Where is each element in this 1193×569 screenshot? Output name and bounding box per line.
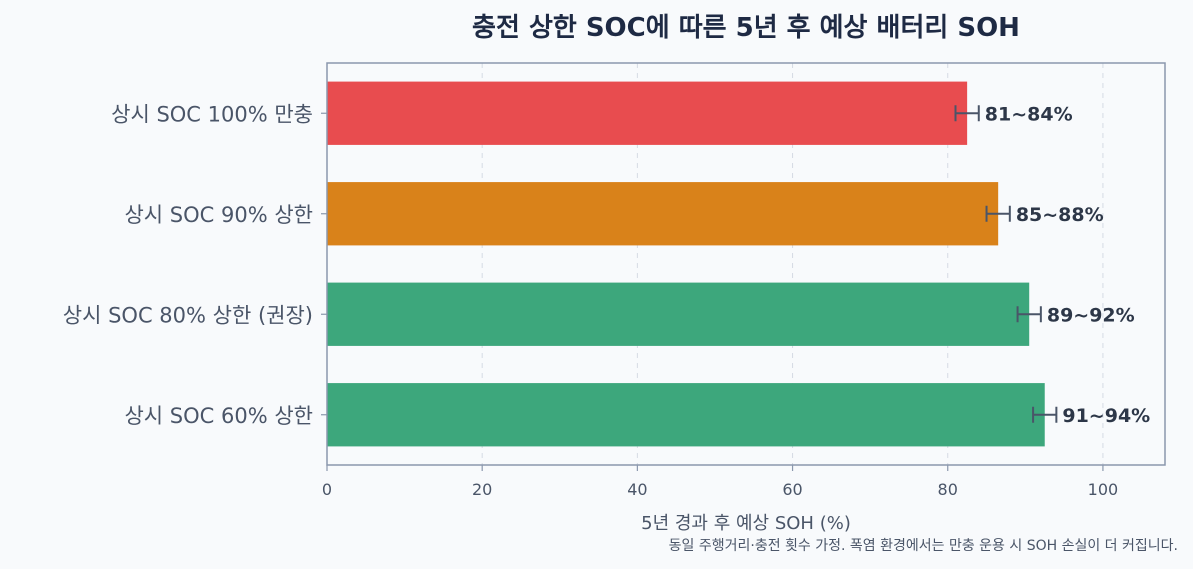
- x-axis-label: 5년 경과 후 예상 SOH (%): [641, 513, 851, 534]
- x-tick-label: 60: [782, 480, 802, 499]
- bar: [327, 383, 1045, 447]
- plot-frame: [326, 62, 1166, 466]
- bar: [327, 81, 968, 145]
- value-label: 91~94%: [1062, 405, 1150, 427]
- category-label: 상시 SOC 60% 상한: [124, 404, 313, 428]
- x-tick-label: 20: [472, 480, 492, 499]
- value-labels: 81~84% 85~88% 89~92% 91~94%: [985, 103, 1150, 427]
- value-label: 81~84%: [985, 103, 1073, 125]
- footnote: 동일 주행거리·충전 횟수 가정. 폭염 환경에서는 만충 운용 시 SOH 손…: [669, 538, 1178, 554]
- x-tick-label: 0: [322, 480, 332, 499]
- category-label: 상시 SOC 80% 상한 (권장): [63, 303, 313, 327]
- value-label: 85~88%: [1016, 204, 1104, 226]
- x-tick-label: 100: [1088, 480, 1119, 499]
- error-bars: [954, 105, 1058, 423]
- x-ticks: 0 20 40 60 80 100: [322, 465, 1118, 499]
- x-tick-label: 40: [627, 480, 647, 499]
- category-label: 상시 SOC 100% 만충: [111, 102, 313, 126]
- chart-title: 충전 상한 SOC에 따른 5년 후 예상 배터리 SOH: [472, 13, 1020, 43]
- bars: [327, 81, 1045, 447]
- category-label: 상시 SOC 90% 상한: [124, 203, 313, 227]
- bar: [327, 282, 1030, 346]
- x-tick-label: 80: [938, 480, 958, 499]
- value-label: 89~92%: [1047, 304, 1135, 326]
- bar: [327, 182, 999, 246]
